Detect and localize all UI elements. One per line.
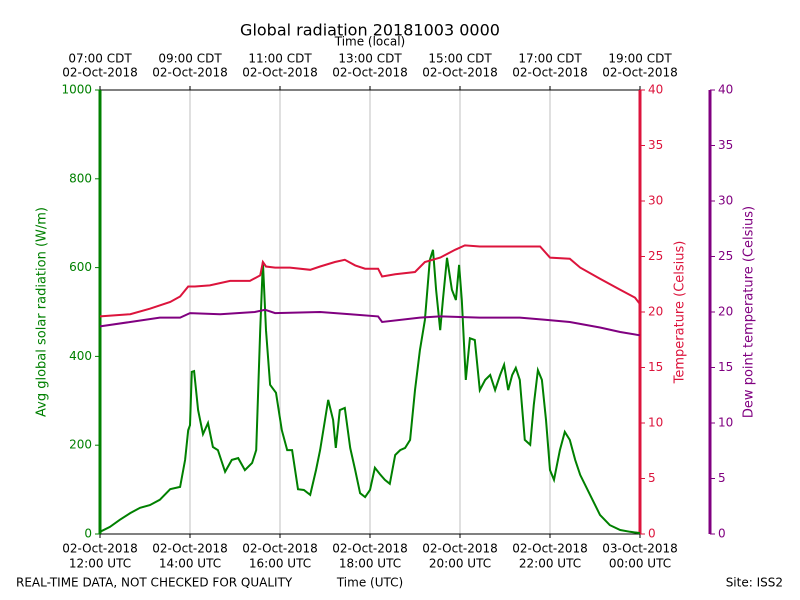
footer-right: Site: ISS2: [726, 576, 783, 590]
x2-tick-label: 19:00 CDT: [608, 52, 672, 66]
x-tick-label: 16:00 UTC: [249, 557, 311, 571]
x2-tick-label: 02-Oct-2018: [422, 66, 498, 80]
x2-tick-label: 02-Oct-2018: [242, 66, 318, 80]
y2-tick-label: 15: [648, 360, 663, 374]
x-tick-label: 02-Oct-2018: [152, 542, 228, 556]
x-tick-label: 20:00 UTC: [429, 557, 491, 571]
y3-tick-label: 5: [718, 471, 726, 485]
y3-tick-label: 35: [718, 138, 733, 152]
y3-tick-label: 25: [718, 249, 733, 263]
x2-tick-label: 02-Oct-2018: [62, 66, 138, 80]
y-tick-label: 0: [84, 527, 92, 541]
y2-tick-label: 40: [648, 83, 663, 97]
x-tick-label: 02-Oct-2018: [242, 542, 318, 556]
y3-tick-label: 0: [718, 527, 726, 541]
y2-tick-label: 35: [648, 138, 663, 152]
footer-left: REAL-TIME DATA, NOT CHECKED FOR QUALITY: [16, 576, 293, 590]
y-axis-label: Avg global solar radiation (W/m): [35, 207, 50, 417]
y2-tick-label: 30: [648, 194, 663, 208]
x-tick-label: 02-Oct-2018: [332, 542, 408, 556]
y3-tick-label: 30: [718, 194, 733, 208]
y2-tick-label: 0: [648, 527, 656, 541]
y-tick-label: 800: [69, 171, 92, 185]
x2-axis-label: Time (local): [334, 35, 406, 49]
x2-tick-label: 17:00 CDT: [518, 52, 582, 66]
y3-axis-label: Dew point temperature (Celsius): [742, 206, 757, 418]
y2-tick-label: 25: [648, 249, 663, 263]
x2-tick-label: 02-Oct-2018: [332, 66, 408, 80]
x-tick-label: 02-Oct-2018: [62, 542, 138, 556]
x-tick-label: 02-Oct-2018: [512, 542, 588, 556]
series-line: [99, 244, 641, 318]
y3-tick-label: 40: [718, 83, 733, 97]
y-tick-label: 200: [69, 438, 92, 452]
y-tick-label: 600: [69, 260, 92, 274]
x2-tick-label: 13:00 CDT: [338, 52, 402, 66]
x-tick-label: 14:00 UTC: [159, 557, 221, 571]
x2-tick-label: 02-Oct-2018: [152, 66, 228, 80]
x2-tick-label: 02-Oct-2018: [512, 66, 588, 80]
x2-tick-label: 07:00 CDT: [68, 52, 132, 66]
y2-axis-label: Temperature (Celsius): [673, 241, 688, 385]
x-tick-label: 03-Oct-2018: [602, 542, 678, 556]
chart-title: Global radiation 20181003 0000: [240, 21, 500, 40]
y3-tick-label: 15: [718, 360, 733, 374]
x-tick-label: 02-Oct-2018: [422, 542, 498, 556]
x-tick-label: 22:00 UTC: [519, 557, 581, 571]
y3-tick-label: 20: [718, 305, 733, 319]
series-line: [99, 249, 641, 535]
x2-tick-label: 11:00 CDT: [248, 52, 312, 66]
x2-tick-label: 02-Oct-2018: [602, 66, 678, 80]
x-tick-label: 18:00 UTC: [339, 557, 401, 571]
x2-tick-label: 15:00 CDT: [428, 52, 492, 66]
x-tick-label: 00:00 UTC: [609, 557, 671, 571]
x-axis-label: Time (UTC): [336, 576, 403, 590]
y2-tick-label: 10: [648, 416, 663, 430]
y2-tick-label: 5: [648, 471, 656, 485]
y-tick-label: 400: [69, 349, 92, 363]
y-tick-label: 1000: [61, 83, 92, 97]
y2-tick-label: 20: [648, 305, 663, 319]
x2-tick-label: 09:00 CDT: [158, 52, 222, 66]
y3-tick-label: 10: [718, 416, 733, 430]
x-tick-label: 12:00 UTC: [69, 557, 131, 571]
series-line: [99, 308, 641, 337]
